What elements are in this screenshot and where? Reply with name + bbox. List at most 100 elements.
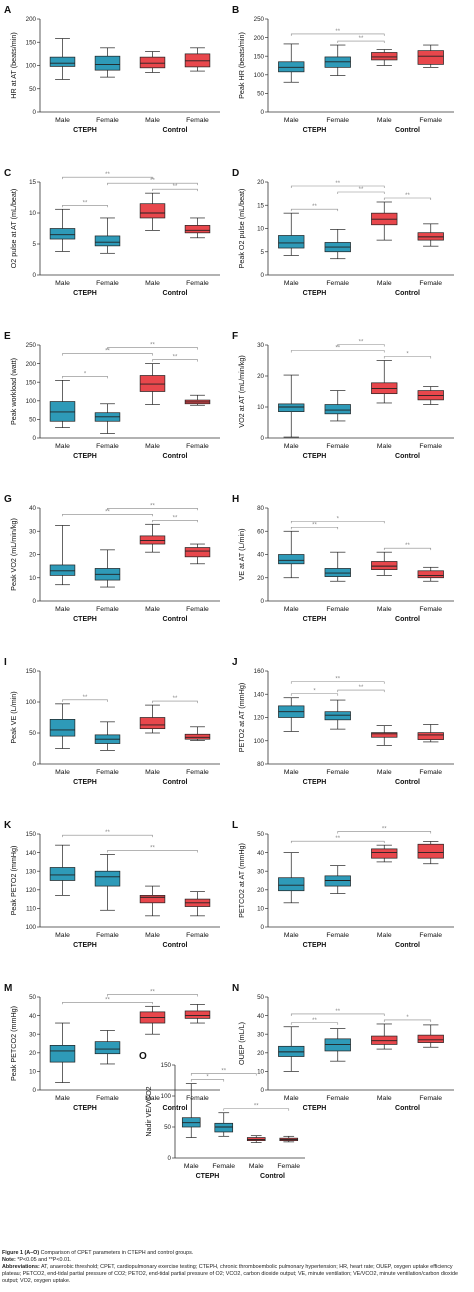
group-label: CTEPH <box>73 1105 97 1112</box>
significance-bracket: ** <box>290 522 339 530</box>
significance-label: ** <box>105 509 110 515</box>
y-tick-label: 150 <box>26 668 37 675</box>
bracket-line <box>62 176 153 180</box>
x-tick-label: Male <box>284 117 299 124</box>
bracket-line <box>152 359 198 362</box>
y-tick-label: 5 <box>261 249 265 256</box>
caption-title-rest: Comparison of CPET parameters in CTEPH a… <box>39 1250 194 1256</box>
x-tick-label: Female <box>326 280 349 287</box>
x-tick-label: Male <box>145 1095 160 1102</box>
y-tick-label: 0 <box>261 924 265 931</box>
x-tick-label: Male <box>184 1163 199 1170</box>
x-tick-label: Male <box>284 280 299 287</box>
significance-bracket: ** <box>107 178 198 186</box>
bracket-line <box>152 519 198 523</box>
y-tick-label: 250 <box>254 16 265 23</box>
panel-A: A HR at AT (beats/min) 0 50 100 150 200 Male Fem… <box>4 5 220 134</box>
x-tick-label: Male <box>145 443 160 450</box>
group-label: Control <box>163 290 188 297</box>
x-tick-label: Female <box>326 606 349 613</box>
significance-label: ** <box>105 830 110 836</box>
y-tick-label: 100 <box>26 924 37 931</box>
iqr-box <box>49 1045 76 1063</box>
significance-label: * <box>84 371 87 377</box>
group-label: Control <box>163 942 188 949</box>
box-female-cteph <box>94 549 121 588</box>
y-tick-label: 80 <box>257 505 264 512</box>
y-tick-label: 15 <box>257 202 264 209</box>
bracket-line <box>62 834 153 838</box>
x-tick-label: Male <box>377 932 392 939</box>
box-female-control <box>184 217 211 239</box>
x-tick-label: Male <box>145 606 160 613</box>
significance-bracket: ** <box>290 204 339 212</box>
box-female-cteph <box>94 217 121 254</box>
y-tick-label: 10 <box>257 906 264 913</box>
bracket-line <box>383 1019 432 1022</box>
x-tick-label: Female <box>419 280 442 287</box>
x-tick-label: Female <box>96 1095 119 1102</box>
x-tick-label: Female <box>419 1095 442 1102</box>
panel-F: F VO2 at AT (mL/min/kg) 0 10 20 30 Male Female M… <box>232 331 454 460</box>
bracket-line <box>107 850 198 853</box>
box-male-control <box>139 192 166 231</box>
significance-bracket: ** <box>190 1069 257 1076</box>
x-tick-label: Male <box>284 1095 299 1102</box>
significance-label: * <box>206 1075 209 1081</box>
y-tick-label: 150 <box>254 53 265 60</box>
significance-bracket: ** <box>152 184 198 192</box>
significance-label: ** <box>173 184 178 190</box>
x-tick-label: Female <box>96 117 119 124</box>
y-tick-label: 20 <box>257 179 264 186</box>
y-tick-label: 50 <box>29 86 36 93</box>
iqr-box <box>371 1035 398 1045</box>
y-axis-label: Peak VO2 (mL/min/kg) <box>9 518 18 591</box>
x-tick-label: Female <box>186 769 209 776</box>
iqr-box <box>371 561 398 570</box>
significance-label: * <box>313 689 316 695</box>
significance-label: ** <box>359 340 364 346</box>
iqr-box <box>49 56 76 67</box>
y-tick-label: 20 <box>257 1050 264 1057</box>
y-tick-label: 50 <box>29 994 36 1001</box>
bracket-line <box>290 681 385 684</box>
iqr-box <box>184 225 211 234</box>
x-tick-label: Male <box>284 443 299 450</box>
iqr-box <box>278 554 305 565</box>
y-tick-label: 0 <box>33 598 37 605</box>
y-tick-label: 30 <box>257 868 264 875</box>
y-tick-label: 0 <box>261 272 265 279</box>
iqr-box <box>371 52 398 61</box>
y-tick-label: 60 <box>257 528 264 535</box>
iqr-box <box>417 1034 444 1043</box>
iqr-box <box>371 848 398 859</box>
x-tick-label: Female <box>96 932 119 939</box>
panel-letter: O <box>139 1051 147 1062</box>
significance-label: ** <box>150 178 155 184</box>
significance-label: ** <box>359 36 364 42</box>
box-male-control <box>371 360 398 404</box>
x-tick-label: Male <box>145 932 160 939</box>
bracket-line <box>290 526 339 530</box>
x-tick-label: Female <box>186 117 209 124</box>
bracket-line <box>290 1013 385 1016</box>
x-tick-label: Female <box>326 443 349 450</box>
y-tick-label: 50 <box>257 994 264 1001</box>
bracket-line <box>383 197 432 200</box>
y-tick-label: 0 <box>33 761 37 768</box>
y-axis-label: Nadir VE/VCO2 <box>144 1086 153 1136</box>
group-label: Control <box>395 127 420 134</box>
box-male-control <box>371 49 398 66</box>
bracket-line <box>107 507 198 511</box>
x-tick-label: Male <box>284 606 299 613</box>
y-axis-label: OUEP (mL/L) <box>237 1022 246 1065</box>
bracket-line <box>223 1108 290 1111</box>
group-label: CTEPH <box>73 290 97 297</box>
significance-label: ** <box>405 543 410 549</box>
box-male-control <box>139 704 166 734</box>
bracket-line <box>62 353 153 356</box>
y-tick-label: 200 <box>26 16 37 23</box>
box-female-control <box>184 543 211 565</box>
significance-label: ** <box>335 836 340 842</box>
iqr-box <box>139 535 166 545</box>
